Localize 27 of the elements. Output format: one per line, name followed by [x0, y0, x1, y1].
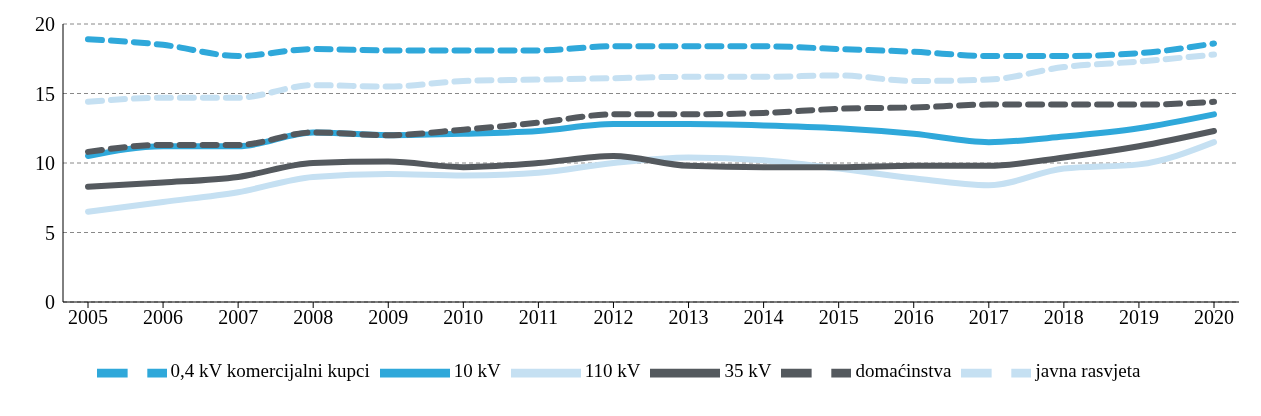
- x-tick-label: 2011: [518, 306, 559, 329]
- x-tick-label: 2020: [1194, 306, 1234, 329]
- y-tick-label: 0: [45, 291, 55, 314]
- legend-label: 110 kV: [584, 360, 641, 382]
- x-tick-label: 2016: [893, 306, 934, 329]
- x-tick-label: 2014: [743, 306, 784, 329]
- y-tick-label: 20: [35, 13, 55, 36]
- legend-label: 0,4 kV komercijalni kupci: [170, 360, 370, 382]
- x-tick-label: 2007: [218, 306, 259, 329]
- legend-label: 10 kV: [453, 360, 501, 382]
- legend-label: javna rasvjeta: [1035, 360, 1141, 382]
- x-tick-label: 2013: [668, 306, 709, 329]
- x-tick-label: 2008: [293, 306, 334, 329]
- x-tick-label: 2010: [443, 306, 484, 329]
- legend-label: domaćinstva: [855, 360, 952, 382]
- x-tick-label: 2015: [818, 306, 859, 329]
- x-tick-label: 2018: [1043, 306, 1084, 329]
- x-tick-label: 2005: [68, 306, 108, 329]
- legend-label: 35 kV: [724, 360, 772, 382]
- x-tick-label: 2009: [368, 306, 409, 329]
- y-tick-label: 10: [35, 152, 55, 175]
- x-tick-label: 2019: [1118, 306, 1159, 329]
- x-tick-label: 2012: [593, 306, 634, 329]
- x-tick-label: 2006: [143, 306, 184, 329]
- y-tick-label: 15: [35, 82, 55, 105]
- x-tick-label: 2017: [968, 306, 1009, 329]
- y-tick-label: 5: [45, 221, 55, 244]
